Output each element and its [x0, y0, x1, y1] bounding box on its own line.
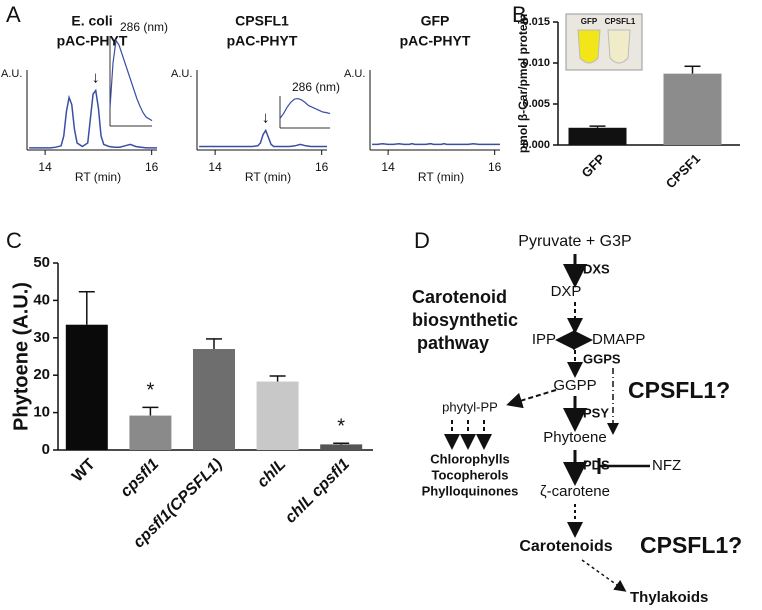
y-tick-label: 20: [33, 366, 50, 383]
node: phytyl-PP: [442, 399, 498, 414]
pathway-title: Carotenoid: [412, 287, 507, 307]
y-tick-label: 40: [33, 291, 50, 308]
product: Tocopherols: [431, 467, 508, 482]
bar: [320, 444, 363, 450]
y-axis-label: Phytoene (A.U.): [10, 282, 32, 431]
chart-title: E. coli: [71, 13, 112, 29]
y-tick-label: 50: [33, 254, 50, 271]
x-tick-label: 14: [208, 160, 222, 174]
y-tick-label: 0.010: [522, 57, 550, 69]
line-series: [372, 142, 500, 146]
pathway-diagram: [444, 254, 650, 592]
bar: [129, 415, 172, 450]
node: Thylakoids: [630, 589, 708, 606]
enzyme: GGPS: [583, 351, 621, 366]
x-axis-label: RT (min): [75, 170, 121, 184]
inset-label: 286 (nm): [120, 20, 168, 34]
node: Carotenoids: [519, 538, 612, 555]
inset-spectrum: [109, 38, 153, 122]
chart-title: CPSFL1: [235, 13, 289, 29]
inset-label: 286 (nm): [292, 80, 340, 94]
y-axis-label: A.U.: [171, 68, 192, 80]
y-tick-label: 30: [33, 329, 50, 346]
x-tick-label: chlL: [254, 456, 289, 491]
significance: *: [337, 416, 345, 438]
chart-title: GFP: [421, 13, 450, 29]
node: Pyruvate + G3P: [518, 233, 631, 250]
bar: [193, 349, 235, 450]
line-series: [199, 128, 327, 148]
y-tick-label: 10: [33, 404, 50, 421]
arrow: [581, 559, 627, 592]
panel-label: B: [512, 2, 527, 27]
node: DMAPP: [592, 331, 645, 348]
pathway-title: pathway: [412, 333, 489, 353]
question: CPSFL1?: [640, 532, 742, 558]
x-tick-label: GFP: [579, 151, 609, 181]
panel-label: C: [6, 228, 22, 253]
y-tick-label: 0.000: [522, 139, 550, 151]
x-tick-label: CPSF1: [663, 151, 703, 191]
x-axis-label: RT (min): [418, 170, 464, 184]
x-tick-label: 16: [145, 160, 159, 174]
y-axis-label: A.U.: [344, 68, 365, 80]
y-axis-label: pmol β-Car/pmol protein: [516, 14, 530, 153]
x-tick-label: chlL cpsfl1: [282, 456, 353, 527]
line-series: [29, 88, 157, 149]
bar: [256, 381, 299, 450]
enzyme: PDS: [583, 457, 610, 472]
product: Chlorophylls: [430, 451, 509, 466]
x-tick-label: 14: [381, 160, 395, 174]
photo-label: GFP: [581, 17, 598, 26]
inhibitor: NFZ: [652, 457, 681, 474]
photo-inset: GFP CPSFL1: [565, 13, 643, 71]
chart-title: pAC-PHYT: [227, 33, 298, 49]
product: Phylloquinones: [422, 483, 519, 498]
node: Phytoene: [543, 429, 606, 446]
y-tick-label: 0.015: [522, 16, 550, 28]
arrow: [506, 389, 557, 409]
x-tick-label: 16: [488, 160, 502, 174]
photo-label: CPSFL1: [605, 17, 636, 26]
node: GGPP: [553, 377, 596, 394]
bar: [568, 127, 627, 145]
pathway-title: biosynthetic: [412, 310, 518, 330]
enzyme: DXS: [583, 261, 610, 276]
x-tick-label: 16: [315, 160, 329, 174]
node: DXP: [551, 283, 582, 300]
annotation: ↓: [92, 70, 100, 87]
node: IPP: [532, 331, 556, 348]
x-tick-label: 14: [38, 160, 52, 174]
inset-spectrum: [279, 97, 331, 119]
node: ζ-carotene: [540, 483, 610, 500]
significance: *: [147, 380, 155, 402]
annotation: ↓: [262, 110, 270, 127]
question: CPSFL1?: [628, 377, 730, 403]
x-tick-label: cpsfl1: [117, 456, 162, 501]
x-axis-label: RT (min): [245, 170, 291, 184]
bar: [65, 324, 108, 450]
y-tick-label: 0.005: [522, 98, 550, 110]
pathway-labels: Pyruvate + G3P DXS DXP Carotenoid biosyn…: [412, 233, 742, 606]
enzyme: PSY: [583, 405, 609, 420]
x-tick-label: WT: [69, 456, 99, 486]
y-tick-label: 0: [42, 441, 50, 458]
chart-title: pAC-PHYT: [400, 33, 471, 49]
panel-label: A: [6, 2, 21, 27]
panel-label: D: [414, 228, 430, 253]
bar: [663, 73, 722, 145]
y-axis-label: A.U.: [1, 68, 22, 80]
chart-title: pAC-PHYT: [57, 33, 128, 49]
